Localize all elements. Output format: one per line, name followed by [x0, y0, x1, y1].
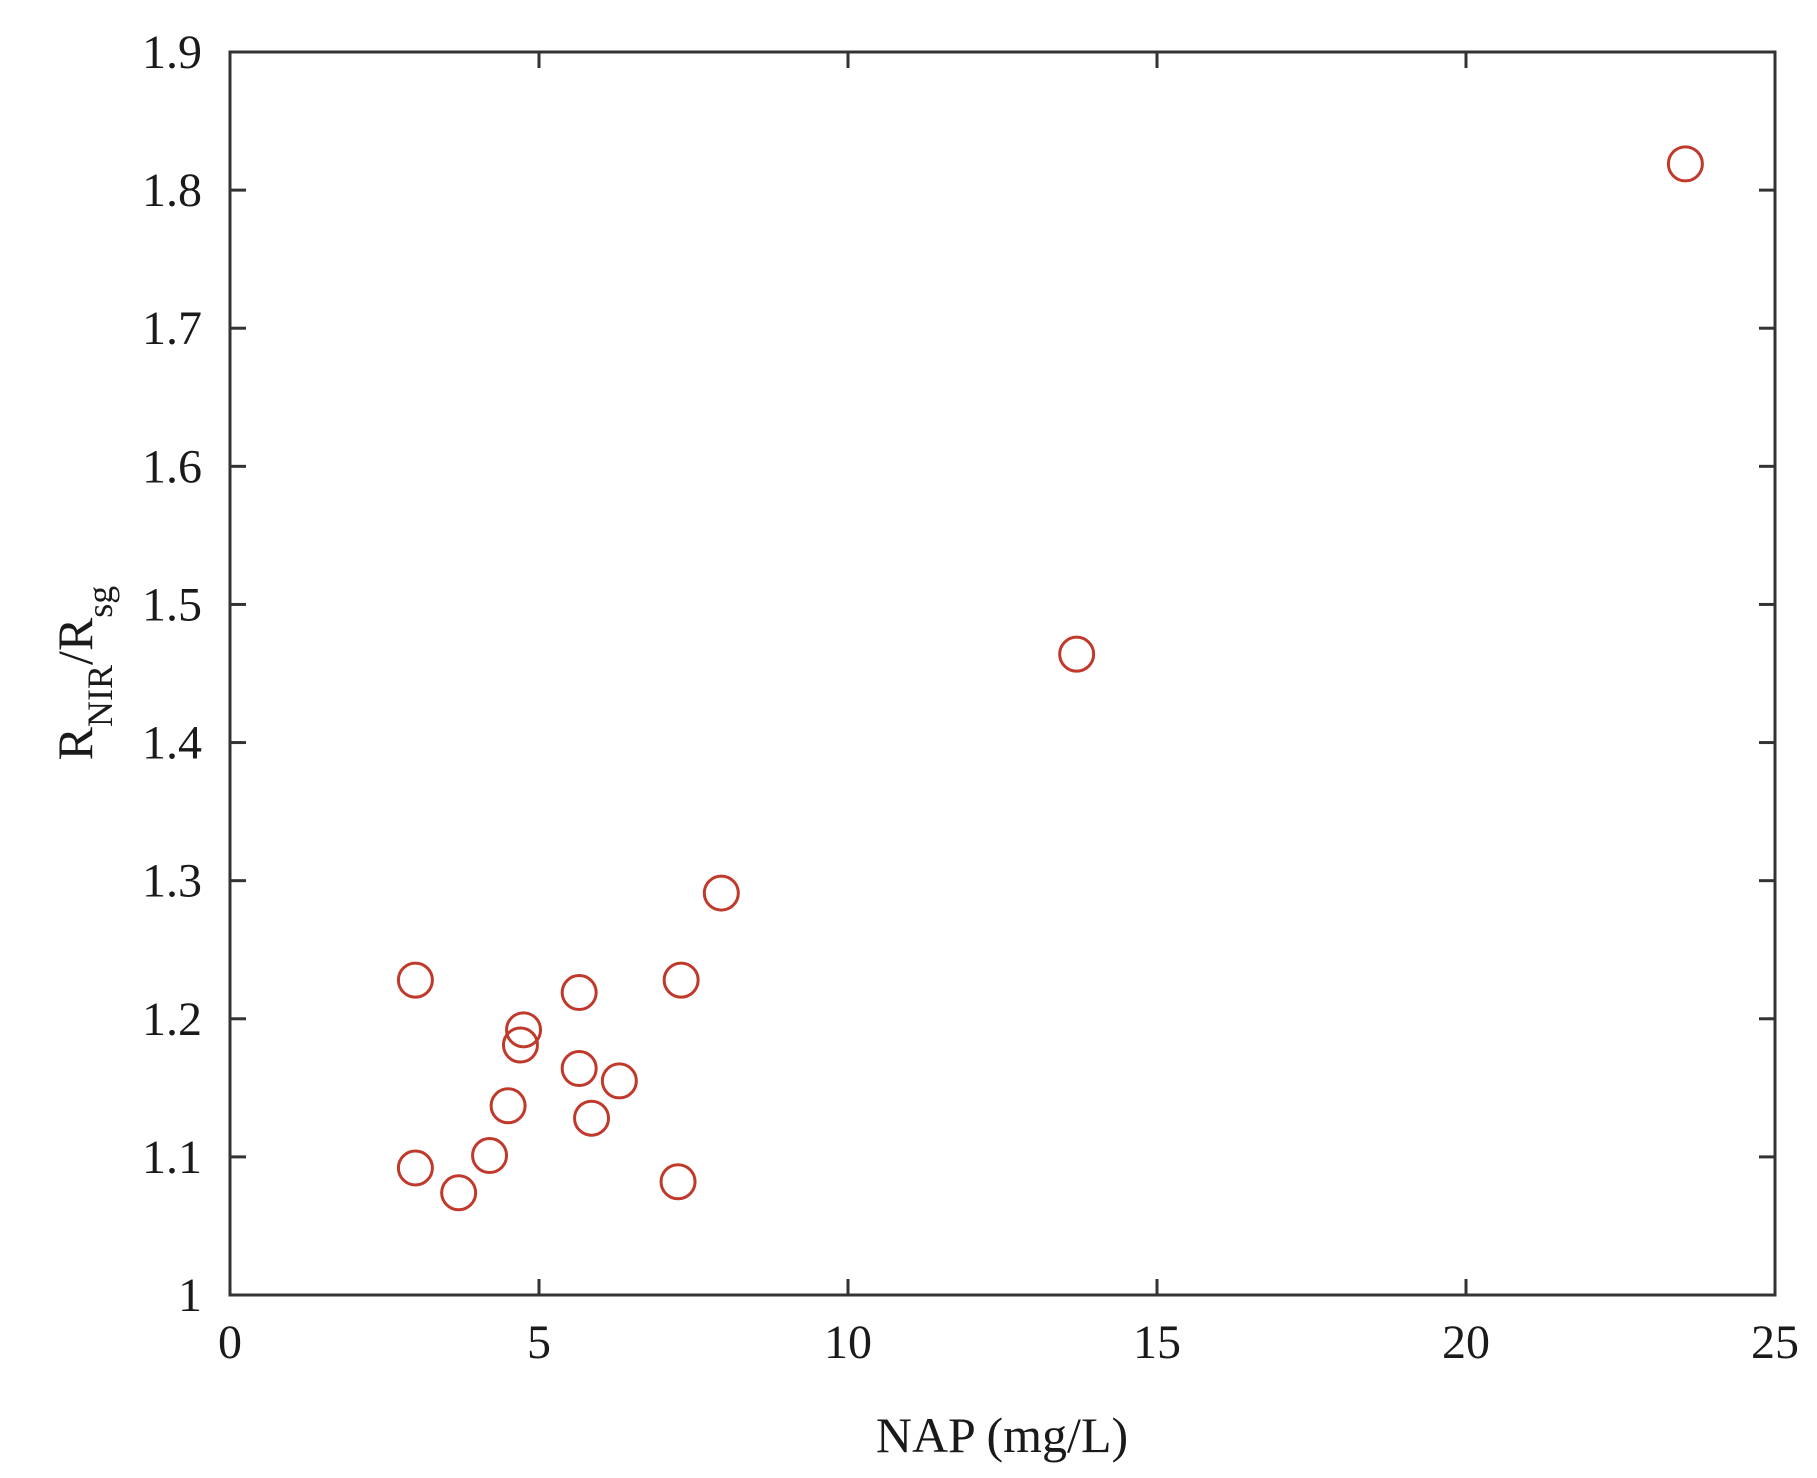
y-axis: 1 1.1 1.2 1.3 1.4 1.5 1.6 1.7 1.8 1.9: [142, 26, 1775, 1322]
y-tick-label: 1.9: [142, 26, 202, 79]
x-tick-label: 10: [824, 1316, 872, 1369]
data-point: [396, 961, 434, 999]
data-point: [560, 1049, 598, 1087]
data-point: [573, 1099, 611, 1137]
x-axis-label: NAP (mg/L): [876, 1407, 1128, 1463]
x-tick-label: 15: [1133, 1316, 1181, 1369]
data-point: [702, 874, 740, 912]
data-point: [489, 1087, 527, 1125]
y-tick-label: 1.5: [142, 578, 202, 631]
x-tick-label: 0: [218, 1316, 242, 1369]
data-point: [471, 1137, 509, 1175]
y-tick-label: 1.2: [142, 993, 202, 1046]
data-point: [560, 974, 598, 1012]
y-tick-label: 1.1: [142, 1131, 202, 1184]
x-tick-label: 5: [527, 1316, 551, 1369]
y-tick-label: 1.3: [142, 855, 202, 908]
y-tick-label: 1: [178, 1269, 202, 1322]
y-tick-label: 1.6: [142, 440, 202, 493]
data-point: [1058, 635, 1096, 673]
x-axis: 0 5 10 15 20 25: [218, 52, 1799, 1369]
y-tick-label: 1.7: [142, 302, 202, 355]
x-tick-label: 25: [1751, 1316, 1799, 1369]
plot-frame: [228, 50, 1777, 1297]
data-points: [396, 145, 1704, 1212]
data-point: [505, 1011, 543, 1049]
data-point: [1666, 145, 1704, 183]
y-axis-label: RNIR/Rsg: [47, 586, 120, 761]
y-tick-label: 1.8: [142, 164, 202, 217]
data-point: [440, 1174, 478, 1212]
data-point: [600, 1062, 638, 1100]
data-point: [501, 1026, 539, 1064]
data-point: [396, 1149, 434, 1187]
data-point: [662, 961, 700, 999]
y-tick-label: 1.4: [142, 717, 202, 770]
x-tick-label: 20: [1442, 1316, 1490, 1369]
data-point: [659, 1163, 697, 1201]
